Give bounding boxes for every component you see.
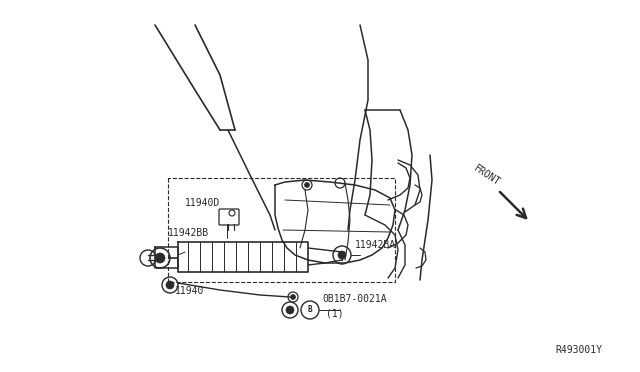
- Circle shape: [338, 251, 346, 259]
- Circle shape: [291, 295, 296, 299]
- Text: 11940: 11940: [175, 286, 204, 296]
- Circle shape: [305, 183, 310, 187]
- Text: FRONT: FRONT: [472, 164, 502, 188]
- Circle shape: [166, 281, 174, 289]
- Text: R493001Y: R493001Y: [555, 345, 602, 355]
- Text: 11942BB: 11942BB: [168, 228, 209, 238]
- FancyBboxPatch shape: [219, 209, 239, 225]
- Text: B: B: [308, 305, 312, 314]
- Text: (1): (1): [326, 308, 344, 318]
- Text: 0B1B7-0021A: 0B1B7-0021A: [322, 294, 387, 304]
- Text: 11942BA: 11942BA: [355, 240, 396, 250]
- Circle shape: [286, 306, 294, 314]
- Circle shape: [155, 253, 165, 263]
- Text: 11940D: 11940D: [185, 198, 220, 208]
